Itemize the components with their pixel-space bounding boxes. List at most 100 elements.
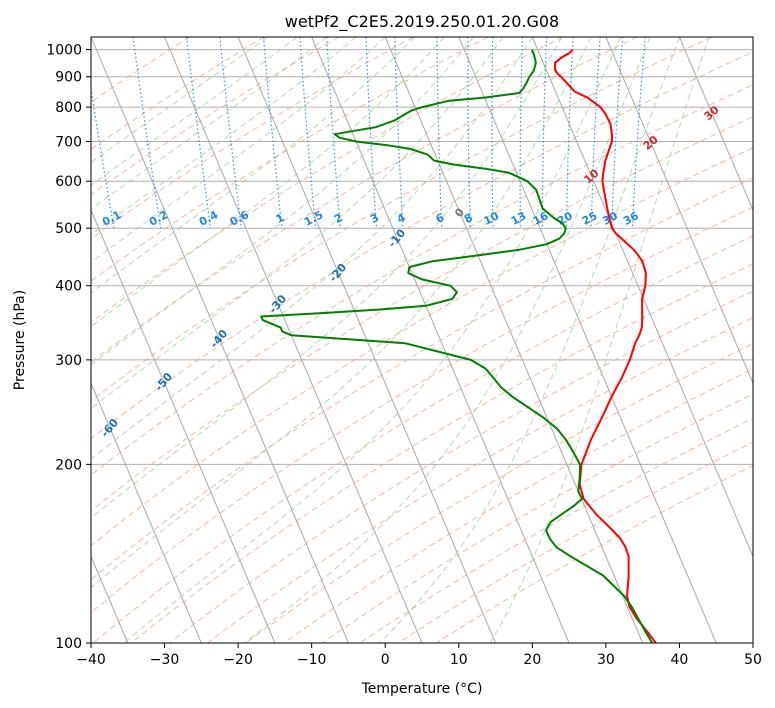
moist-adiabat — [91, 37, 592, 589]
mixing-ratio-label: 25 — [580, 209, 600, 228]
isotherm — [458, 37, 717, 643]
mixing-ratio-line — [91, 85, 115, 229]
background-lines — [91, 37, 753, 643]
moist-adiabat — [91, 37, 563, 519]
moist-adiabat — [91, 37, 298, 186]
mixing-ratio-line — [186, 37, 212, 229]
isotherm-label: -10 — [386, 226, 409, 250]
mixing-ratio-label: 1 — [274, 211, 287, 226]
isotherm-label: -40 — [208, 327, 231, 351]
moist-adiabat — [379, 37, 680, 643]
moist-adiabat — [244, 37, 651, 643]
dry-adiabat — [435, 464, 753, 643]
y-tick-label: 500 — [55, 221, 82, 237]
mixing-ratio-label: 0.2 — [147, 208, 170, 229]
isotherm — [678, 37, 753, 212]
mixing-ratio-line — [611, 37, 624, 229]
moist-adiabat — [91, 37, 327, 210]
mixing-ratio-line — [467, 37, 471, 229]
dry-adiabat — [91, 206, 753, 614]
y-tick-label: 400 — [55, 279, 82, 295]
dry-adiabat — [169, 290, 753, 643]
mixing-ratio-label: 1.5 — [302, 208, 325, 229]
mixing-ratio-line — [491, 37, 494, 229]
x-tick-label: 40 — [671, 652, 689, 668]
pressure-gridlines — [91, 49, 753, 643]
moist-adiabat — [123, 37, 622, 643]
isotherm — [384, 37, 644, 643]
isotherm — [752, 37, 753, 39]
isotherm — [91, 382, 202, 643]
y-tick-label: 300 — [55, 353, 82, 369]
dry-adiabat — [207, 317, 753, 643]
dry-adiabat — [91, 37, 563, 323]
mixing-ratio-line — [132, 37, 162, 229]
mixing-ratio-label: 4 — [395, 211, 408, 226]
x-tick-label: 50 — [744, 652, 762, 668]
dry-adiabat — [91, 116, 753, 512]
moist-adiabat — [91, 37, 268, 164]
mixing-ratio-line — [631, 37, 646, 229]
moist-adiabat — [91, 37, 357, 236]
x-tick-label: 10 — [450, 652, 468, 668]
mixing-ratio-line — [299, 37, 317, 229]
temperature-profile — [554, 48, 657, 643]
mixing-ratio-line — [590, 37, 601, 229]
mixing-ratio-label: 13 — [509, 209, 529, 228]
x-tick-label: −20 — [223, 652, 253, 668]
x-axis-title: Temperature (°C) — [361, 681, 483, 697]
mixing-ratio-line — [262, 37, 283, 229]
moist-adiabat — [91, 37, 474, 366]
dry-adiabat-label: 10 — [581, 166, 601, 186]
moist-adiabat — [489, 37, 710, 643]
moist-adiabat — [91, 37, 386, 264]
dry-adiabat — [131, 263, 753, 643]
y-tick-label: 200 — [55, 457, 82, 473]
isotherm — [164, 37, 423, 643]
sounding-series — [260, 48, 657, 643]
dry-adiabat — [91, 147, 753, 547]
dewpoint-profile — [260, 49, 654, 643]
mixing-ratio-label: 3 — [368, 211, 381, 226]
x-tick-label: 30 — [597, 652, 615, 668]
chart-title: wetPf2_C2E5.2019.250.01.20.G08 — [285, 12, 559, 32]
mixing-ratio-line — [219, 37, 242, 229]
mixing-ratio-label: 20 — [555, 209, 575, 228]
moist-adiabat — [91, 37, 533, 460]
dry-adiabat-label: 40 — [763, 75, 775, 95]
x-tick-label: −30 — [150, 652, 180, 668]
y-tick-label: 700 — [55, 134, 82, 150]
isotherm-label: -60 — [98, 416, 121, 440]
dry-adiabat — [91, 37, 638, 363]
dry-adiabat — [91, 37, 414, 240]
mixing-ratio-label: 16 — [531, 209, 551, 228]
x-tick-label: −40 — [76, 652, 106, 668]
y-tick-label: 900 — [55, 70, 82, 86]
axes: −40 −30 −20 −10 0 10 20 30 40 5010020030040050060… — [46, 43, 762, 668]
plot-frame — [90, 36, 754, 644]
y-tick-label: 100 — [55, 636, 82, 652]
x-tick-label: 0 — [381, 652, 390, 668]
dry-adiabat — [91, 37, 190, 103]
isotherm — [531, 37, 753, 558]
isotherm — [605, 37, 753, 385]
dry-adiabat — [91, 37, 489, 282]
moist-adiabat — [91, 37, 415, 294]
x-tick-label: −10 — [297, 652, 327, 668]
dry-adiabat-label: 30 — [702, 103, 722, 123]
moist-adiabat — [91, 37, 445, 328]
mixing-ratio-line — [326, 37, 341, 229]
mixing-ratio-line — [365, 37, 378, 229]
dry-adiabat — [91, 177, 753, 581]
dry-adiabat — [91, 37, 340, 196]
dry-adiabat — [92, 235, 753, 643]
y-tick-label: 600 — [55, 174, 82, 190]
x-tick-label: 20 — [523, 652, 541, 668]
dry-adiabat — [91, 84, 753, 476]
isotherm-label: -80 — [0, 513, 15, 537]
y-axis-title: Pressure (hPa) — [12, 290, 28, 390]
mixing-ratio-label: 2 — [332, 211, 345, 226]
mixing-ratio-label: 6 — [434, 211, 447, 226]
